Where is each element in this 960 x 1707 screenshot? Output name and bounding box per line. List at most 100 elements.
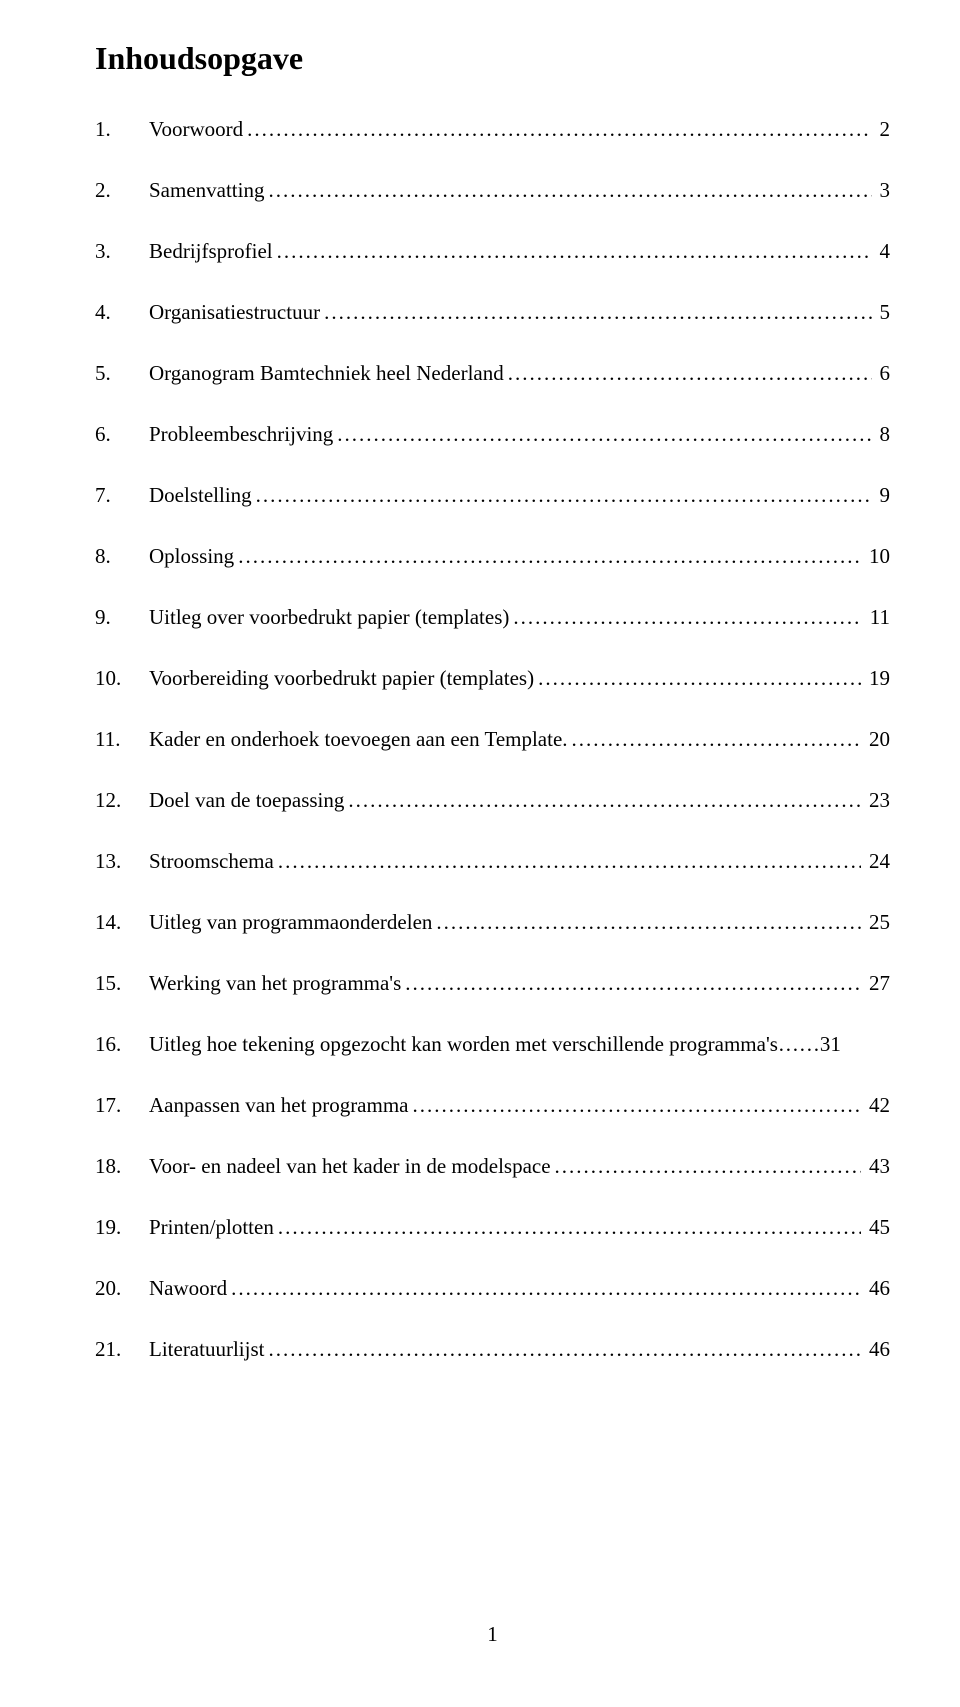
toc-entry-page: 6	[876, 361, 891, 386]
toc-entry-page: 20	[865, 727, 890, 752]
toc-entry-label: Uitleg over voorbedrukt papier (template…	[149, 605, 509, 630]
toc-entry-page: 46	[865, 1276, 890, 1301]
toc-leader	[538, 666, 861, 691]
toc-entry: 10.Voorbereiding voorbedrukt papier (tem…	[95, 666, 890, 691]
toc-entry-number: 1.	[95, 117, 149, 142]
toc-entry-label: Voor- en nadeel van het kader in de mode…	[149, 1154, 551, 1179]
toc-entry: 21.Literatuurlijst46	[95, 1337, 890, 1362]
toc-entry-number: 18.	[95, 1154, 149, 1179]
toc-entry-page: 2	[876, 117, 891, 142]
toc-entry-number: 16.	[95, 1032, 149, 1057]
toc-leader	[268, 1337, 861, 1362]
toc-entry-number: 3.	[95, 239, 149, 264]
toc-entry-page: 45	[865, 1215, 890, 1240]
toc-entry-page: 5	[876, 300, 891, 325]
toc-entry-label: Bedrijfsprofiel	[149, 239, 273, 264]
toc-entry-page: 4	[876, 239, 891, 264]
toc-entry-label: Organogram Bamtechniek heel Nederland	[149, 361, 504, 386]
toc-entry: 19.Printen/plotten 45	[95, 1215, 890, 1240]
toc-entry-label: Nawoord	[149, 1276, 227, 1301]
toc-entry-number: 6.	[95, 422, 149, 447]
page-title: Inhoudsopgave	[95, 40, 890, 77]
toc-entry-label: Stroomschema	[149, 849, 274, 874]
toc-leader	[278, 1215, 861, 1240]
toc-entry-label: Aanpassen van het programma	[149, 1093, 409, 1118]
toc-entry-label: Uitleg van programmaonderdelen	[149, 910, 432, 935]
toc-entry: 1.Voorwoord 2	[95, 117, 890, 142]
toc-entry-number: 21.	[95, 1337, 149, 1362]
toc-leader	[278, 849, 861, 874]
toc-entry-page: 24	[865, 849, 890, 874]
toc-leader	[508, 361, 872, 386]
toc-entry: 3.Bedrijfsprofiel 4	[95, 239, 890, 264]
toc-entry-page: 3	[876, 178, 891, 203]
toc-entry-number: 14.	[95, 910, 149, 935]
toc-entry: 6.Probleembeschrijving 8	[95, 422, 890, 447]
toc-entry-page: 27	[865, 971, 890, 996]
toc-entry-number: 13.	[95, 849, 149, 874]
toc-entry: 18.Voor- en nadeel van het kader in de m…	[95, 1154, 890, 1179]
toc-entry-label: Doel van de toepassing	[149, 788, 344, 813]
toc-leader	[337, 422, 871, 447]
toc-entry-label: Uitleg hoe tekening opgezocht kan worden…	[149, 1032, 890, 1057]
toc-leader	[324, 300, 871, 325]
toc-entry-page: 23	[865, 788, 890, 813]
toc-entry-number: 11.	[95, 727, 149, 752]
toc-entry-label: Probleembeschrijving	[149, 422, 333, 447]
toc-entry: 20.Nawoord 46	[95, 1276, 890, 1301]
toc-entry-page: 46	[865, 1337, 890, 1362]
toc-leader	[513, 605, 861, 630]
toc-entry-page: 10	[865, 544, 890, 569]
toc-leader	[348, 788, 861, 813]
toc-entry-number: 10.	[95, 666, 149, 691]
toc-entry-number: 7.	[95, 483, 149, 508]
toc-leader	[555, 1154, 861, 1179]
toc-entry: 7.Doelstelling 9	[95, 483, 890, 508]
toc-leader	[238, 544, 861, 569]
toc-entry-label: Voorbereiding voorbedrukt papier (templa…	[149, 666, 534, 691]
toc-entry-page: 19	[865, 666, 890, 691]
toc-entry: 14.Uitleg van programmaonderdelen25	[95, 910, 890, 935]
toc-leader	[231, 1276, 861, 1301]
toc-leader	[256, 483, 872, 508]
toc-entry-label: Organisatiestructuur	[149, 300, 320, 325]
toc-list: 1.Voorwoord 2 2.Samenvatting 3 3.Bedrijfspro…	[95, 117, 890, 1362]
toc-entry-number: 2.	[95, 178, 149, 203]
toc-entry: 2.Samenvatting 3	[95, 178, 890, 203]
toc-leader	[277, 239, 872, 264]
toc-entry-page: 43	[865, 1154, 890, 1179]
toc-leader	[572, 727, 861, 752]
toc-entry-label: Oplossing	[149, 544, 234, 569]
toc-entry-page: 11	[866, 605, 890, 630]
toc-leader	[436, 910, 861, 935]
toc-entry: 12.Doel van de toepassing 23	[95, 788, 890, 813]
toc-entry: 11.Kader en onderhoek toevoegen aan een …	[95, 727, 890, 752]
toc-entry-number: 15.	[95, 971, 149, 996]
toc-entry-number: 5.	[95, 361, 149, 386]
toc-entry: 4.Organisatiestructuur5	[95, 300, 890, 325]
toc-entry-number: 19.	[95, 1215, 149, 1240]
toc-entry-label: Samenvatting	[149, 178, 264, 203]
toc-entry-number: 12.	[95, 788, 149, 813]
toc-entry: 16.Uitleg hoe tekening opgezocht kan wor…	[95, 1032, 890, 1057]
toc-entry-label: Printen/plotten	[149, 1215, 274, 1240]
toc-entry-number: 17.	[95, 1093, 149, 1118]
toc-entry-number: 8.	[95, 544, 149, 569]
toc-entry-label: Voorwoord	[149, 117, 243, 142]
toc-entry-label: Kader en onderhoek toevoegen aan een Tem…	[149, 727, 568, 752]
toc-entry-page: 8	[876, 422, 891, 447]
toc-entry: 9.Uitleg over voorbedrukt papier (templa…	[95, 605, 890, 630]
toc-leader	[247, 117, 871, 142]
toc-entry-number: 20.	[95, 1276, 149, 1301]
toc-entry-label: Doelstelling	[149, 483, 252, 508]
toc-leader	[413, 1093, 862, 1118]
toc-entry: 5.Organogram Bamtechniek heel Nederland 6	[95, 361, 890, 386]
toc-entry-page: 42	[865, 1093, 890, 1118]
toc-entry: 17.Aanpassen van het programma 42	[95, 1093, 890, 1118]
toc-entry-number: 9.	[95, 605, 149, 630]
toc-leader	[268, 178, 871, 203]
toc-leader	[405, 971, 861, 996]
toc-entry-page: 9	[876, 483, 891, 508]
toc-entry: 8.Oplossing 10	[95, 544, 890, 569]
toc-entry: 15.Werking van het programma's27	[95, 971, 890, 996]
